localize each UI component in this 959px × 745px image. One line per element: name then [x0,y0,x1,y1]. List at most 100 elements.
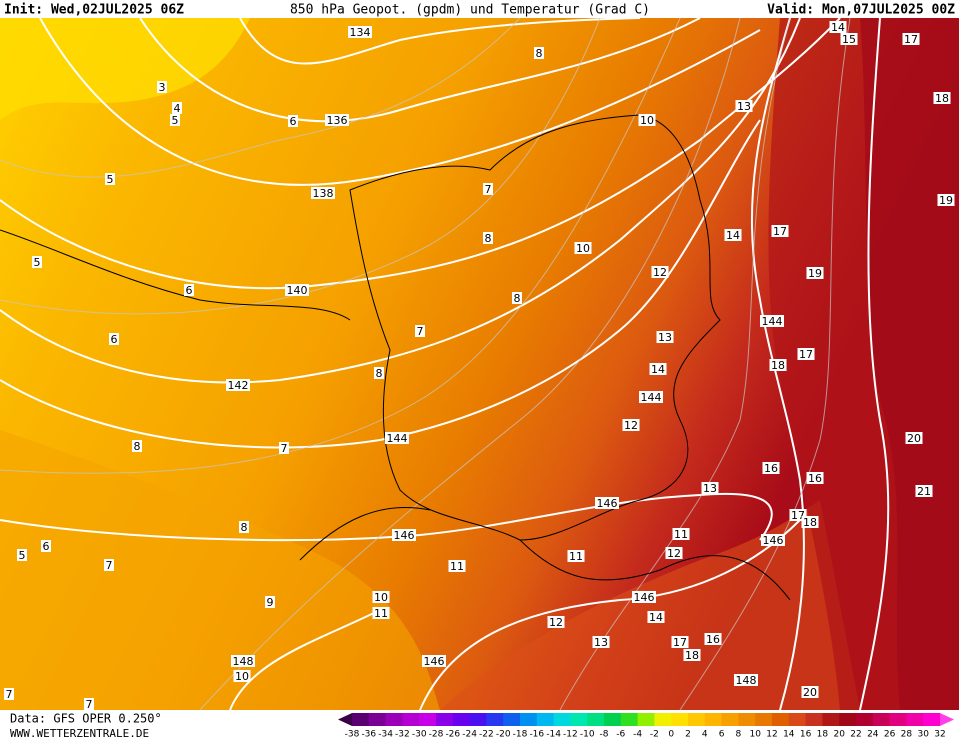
temperature-label: 18 [769,359,787,372]
geopotential-label-text: 140 [287,284,308,297]
colorbar-swatch [923,713,941,726]
geopotential-label: 136 [325,114,349,127]
temperature-label: 10 [638,114,656,127]
temperature-label-text: 18 [803,516,817,529]
temperature-label-text: 18 [685,649,699,662]
geopotential-label: 138 [311,187,335,200]
colorbar-swatch [688,713,706,726]
colorbar-label: -8 [600,730,609,740]
temperature-label-text: 8 [485,232,492,245]
colorbar-label: -38 [345,730,360,740]
colorbar-label: -26 [445,730,460,740]
label-box [385,432,409,444]
temperature-label-text: 15 [842,33,856,46]
colorbar-arrow [940,713,954,726]
colorbar-label: 20 [833,730,845,740]
temperature-label-text: 7 [281,442,288,455]
label-box [683,649,701,661]
label-box [902,33,920,45]
colorbar-swatch [385,713,403,726]
label-box [512,292,522,304]
temperature-label: 10 [372,591,390,604]
colorbar-label: -30 [412,730,427,740]
geopotential-label-text: 146 [597,497,618,510]
label-box [801,516,819,528]
label-box [632,591,656,603]
label-box [704,633,722,645]
temperature-label-text: 12 [653,266,667,279]
temperature-label-text: 19 [808,267,822,280]
label-box [567,550,585,562]
temperature-label: 12 [651,266,669,279]
temperature-label: 5 [170,114,180,127]
label-box [239,521,249,533]
label-box [639,391,663,403]
temperature-label-text: 14 [649,611,663,624]
label-box [760,315,784,327]
temperature-label: 19 [937,194,955,207]
label-box [649,363,667,375]
label-box [574,242,592,254]
temperature-label-text: 13 [658,331,672,344]
temperature-label: 8 [239,521,249,534]
temperature-label-text: 6 [186,284,193,297]
warm-field [0,430,440,710]
label-box [937,194,955,206]
geopotential-label-text: 146 [394,529,415,542]
temperature-label-text: 11 [674,528,688,541]
colorbar-label: 22 [850,730,861,740]
geopotential-label-text: 136 [327,114,348,127]
temperature-label-text: 6 [111,333,118,346]
colorbar-swatch [553,713,571,726]
temperature-label: 6 [41,540,51,553]
colorbar-swatch [654,713,672,726]
temperature-label-text: 13 [703,482,717,495]
label-box [32,256,42,268]
label-box [672,528,690,540]
colorbar-label: -28 [429,730,444,740]
label-box [622,419,640,431]
header-bar [0,0,959,18]
label-box [905,432,923,444]
colorbar-swatch [772,713,790,726]
colorbar-swatch [486,713,504,726]
label-box [724,229,742,241]
temperature-label: 8 [534,47,544,60]
colorbar-label: -6 [616,730,625,740]
temperature-label: 14 [724,229,742,242]
temperature-label-text: 10 [235,670,249,683]
temperature-label-text: 11 [374,607,388,620]
geopotential-label-text: 144 [387,432,408,445]
label-box [84,698,94,710]
colorbar-label: 10 [749,730,761,740]
label-box [132,440,142,452]
geopotential-label-text: 148 [736,674,757,687]
temperature-label: 17 [797,348,815,361]
label-box [348,26,372,38]
colorbar-label: 4 [702,730,708,740]
temperature-label: 7 [279,442,289,455]
temperature-label-text: 10 [374,591,388,604]
colorbar-swatch [587,713,605,726]
label-box [761,534,785,546]
temperature-label: 18 [801,516,819,529]
temperature-label: 10 [574,242,592,255]
temperature-label-text: 11 [450,560,464,573]
label-box [735,100,753,112]
label-box [105,173,115,185]
temperature-label-text: 8 [514,292,521,305]
temperature-label-text: 20 [803,686,817,699]
temperature-label: 8 [132,440,142,453]
colorbar-swatch [738,713,756,726]
temperature-label: 7 [84,698,94,710]
label-box [806,472,824,484]
temperature-label: 17 [771,225,789,238]
colorbar-label: 0 [668,730,674,740]
label-box [184,284,194,296]
geopotential-label: 146 [422,655,446,668]
temperature-label-text: 4 [174,102,181,115]
label-box [651,266,669,278]
colorbar-label: -12 [563,730,578,740]
colorbar-swatch [402,713,420,726]
geopotential-label-text: 146 [634,591,655,604]
